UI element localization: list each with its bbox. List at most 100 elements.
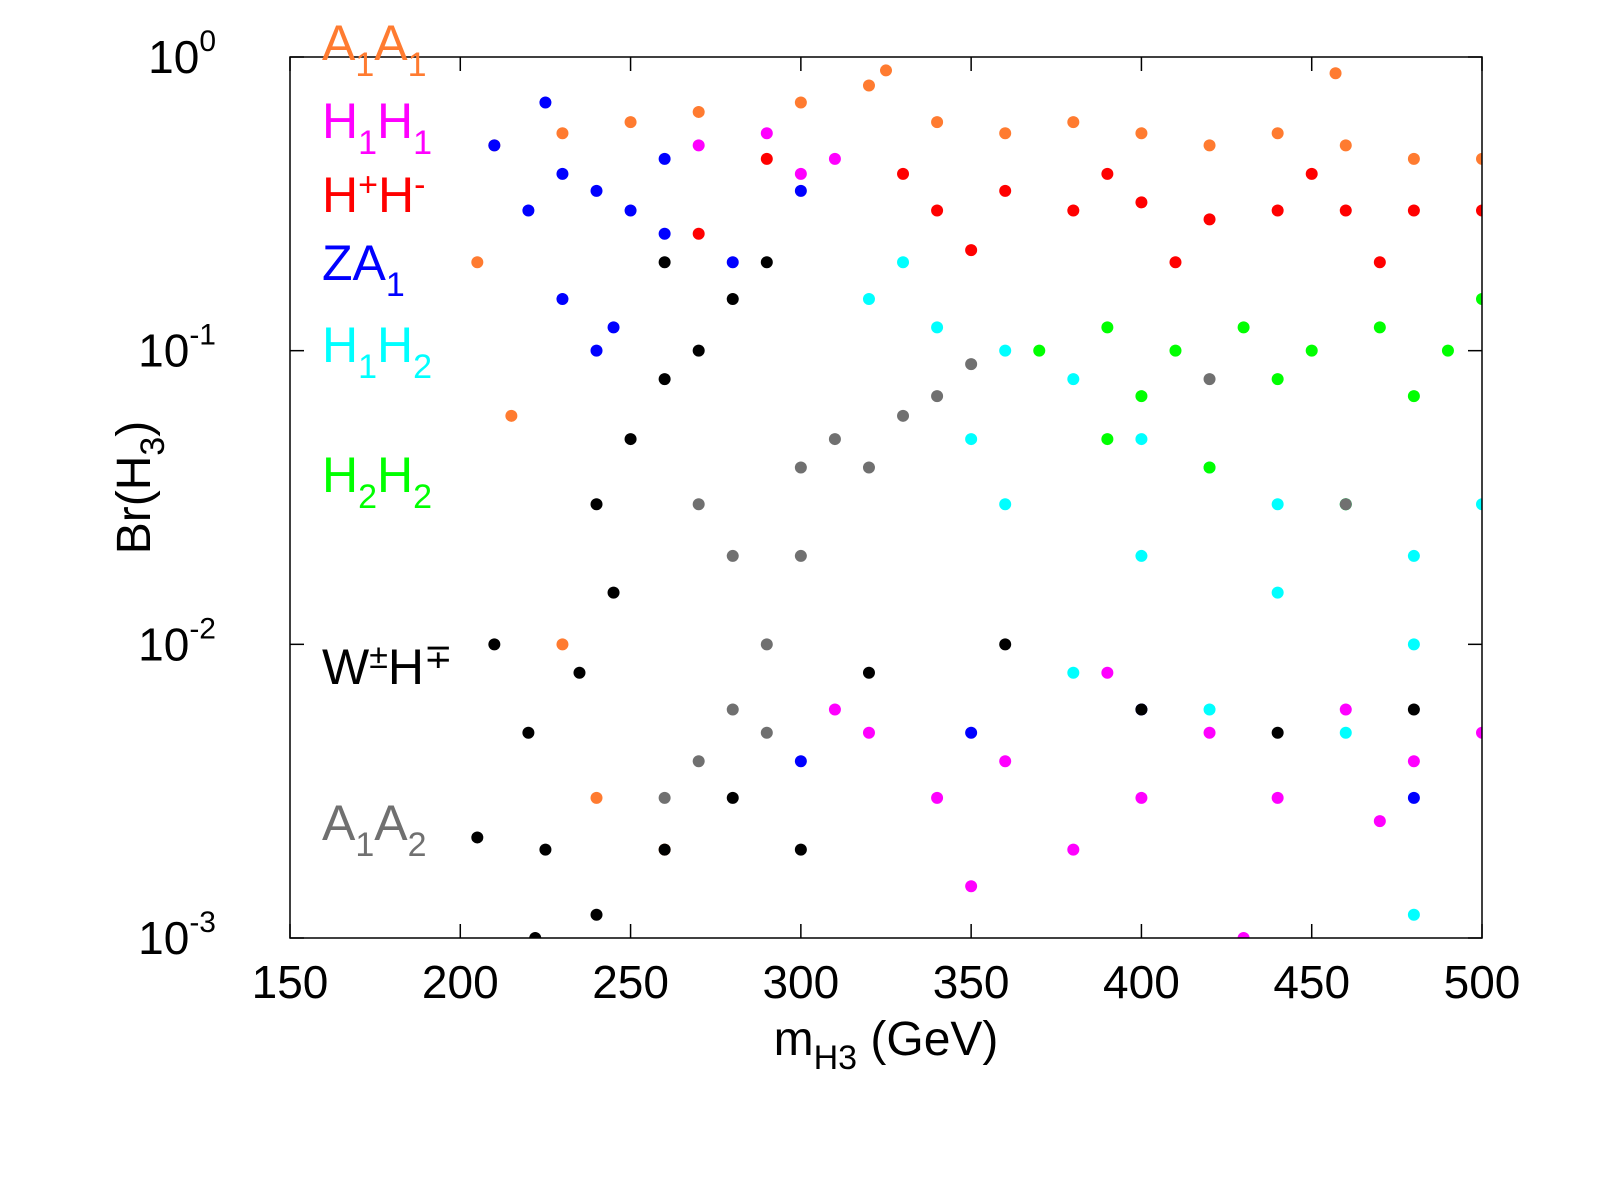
point (624, 433, 637, 446)
point (1271, 204, 1284, 217)
point (1329, 67, 1342, 80)
point (726, 703, 739, 716)
point (1101, 321, 1114, 334)
point (1135, 390, 1148, 403)
point (1476, 498, 1482, 511)
axis-label-text: Br(H (108, 456, 161, 555)
y-tick-base: 10 (138, 618, 189, 670)
point (965, 880, 978, 893)
point (522, 726, 535, 739)
point (1407, 390, 1420, 403)
point (862, 79, 875, 92)
x-tick-label: 150 (252, 956, 329, 1008)
point (1339, 726, 1352, 739)
point (1203, 461, 1216, 474)
point (1407, 791, 1420, 804)
point (794, 184, 807, 197)
point (1373, 256, 1386, 269)
x-tick-label: 300 (762, 956, 839, 1008)
point (931, 390, 944, 403)
point (999, 344, 1012, 357)
point (862, 292, 875, 305)
point (1339, 498, 1352, 511)
point (488, 638, 501, 651)
point (471, 831, 484, 844)
point (1339, 204, 1352, 217)
y-tick-label: 10-3 (138, 906, 216, 964)
point (1169, 344, 1182, 357)
legend-entry: H1H1 (322, 93, 432, 162)
point (658, 373, 671, 386)
legend-entry: ZA1 (322, 235, 405, 304)
point (1407, 204, 1420, 217)
point (1407, 908, 1420, 921)
y-tick-exponent: -2 (189, 612, 216, 645)
y-tick-label: 100 (148, 25, 216, 83)
point (1339, 139, 1352, 152)
axis-label-sub: 3 (134, 437, 172, 456)
point (726, 791, 739, 804)
point (931, 204, 944, 217)
point (1271, 791, 1284, 804)
y-tick-label: 10-2 (138, 612, 216, 670)
point (726, 292, 739, 305)
point (760, 256, 773, 269)
point (1441, 344, 1454, 357)
axis-label-rest: ) (108, 421, 161, 437)
point (590, 791, 603, 804)
point (897, 167, 910, 180)
point (658, 843, 671, 856)
point (590, 344, 603, 357)
x-tick-label: 200 (422, 956, 499, 1008)
point (794, 549, 807, 562)
legend-entry: H+H- (322, 166, 425, 223)
point (1135, 196, 1148, 209)
point (1101, 167, 1114, 180)
point (529, 932, 542, 938)
point (1373, 321, 1386, 334)
point (1407, 755, 1420, 768)
x-tick-label: 250 (592, 956, 669, 1008)
point (658, 791, 671, 804)
point (726, 549, 739, 562)
point (794, 167, 807, 180)
point (999, 498, 1012, 511)
point (1407, 703, 1420, 716)
point (1237, 321, 1250, 334)
point (931, 791, 944, 804)
point (794, 755, 807, 768)
point (607, 321, 620, 334)
point (1101, 666, 1114, 679)
point (1203, 703, 1216, 716)
point (760, 127, 773, 140)
legend-entry: A1A1 (322, 15, 427, 84)
point (1305, 344, 1318, 357)
y-tick-exponent: -1 (189, 319, 216, 352)
point (965, 358, 978, 371)
point (624, 116, 637, 129)
plot-frame (289, 56, 1483, 939)
point (1203, 373, 1216, 386)
point (573, 666, 586, 679)
point (1203, 726, 1216, 739)
point (1135, 703, 1148, 716)
point (965, 726, 978, 739)
point (1135, 791, 1148, 804)
point (1271, 726, 1284, 739)
legend-entry: H2H2 (322, 447, 432, 516)
point (880, 64, 892, 77)
point (1237, 932, 1250, 938)
y-tick-base: 10 (138, 325, 189, 377)
point (471, 256, 484, 269)
point (1067, 843, 1080, 856)
point (1067, 373, 1080, 386)
point (1067, 666, 1080, 679)
point (1339, 703, 1352, 716)
axis-label-rest: (GeV) (857, 1013, 998, 1066)
point (556, 638, 569, 651)
point (1407, 549, 1420, 562)
point (590, 908, 603, 921)
point (1135, 127, 1148, 140)
point (1373, 815, 1386, 828)
